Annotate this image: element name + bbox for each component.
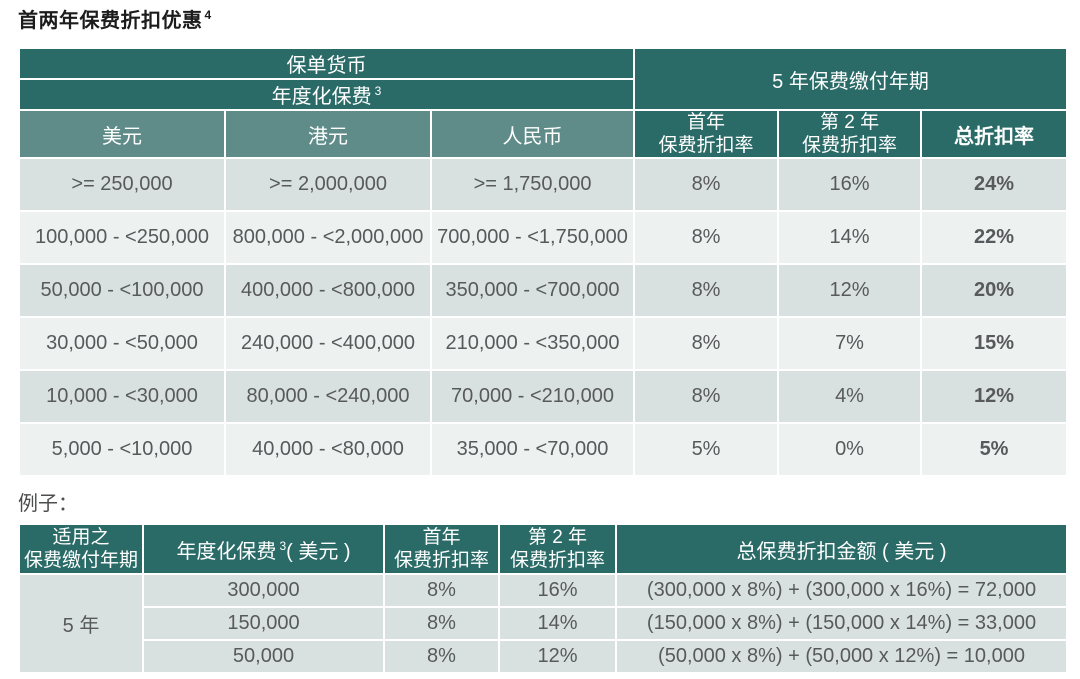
second-year-rate-cell: 12%	[498, 639, 617, 674]
example-table: 适用之 保费缴付年期 年度化保费 3( 美元 ) 首年 保费折扣率 第 2 年保费折扣…	[18, 523, 1068, 674]
rmb-range-cell: 210,000 - <350,000	[429, 316, 636, 372]
usd-column-header: 美元	[18, 108, 226, 160]
first-year-rate-cell: 8%	[633, 210, 780, 266]
example-label: 例子：	[18, 493, 78, 515]
first-year-rate-cell: 8%	[383, 606, 500, 641]
usd-range-cell: 30,000 - <50,000	[18, 316, 226, 372]
annualized-premium-usd-header: 年度化保费 3( 美元 )	[142, 523, 385, 575]
table-row: 50,000 8% 12% (50,000 x 8%) + (50,000 x …	[19, 639, 1068, 674]
usd-range-cell: >= 250,000	[18, 157, 226, 213]
table-row: 100,000 - <250,000 800,000 - <2,000,000 …	[18, 210, 1069, 266]
annualized-premium-label: 年度化保费	[176, 540, 277, 563]
page-title: 首两年保费折扣优惠 4	[18, 4, 212, 33]
hkd-range-cell: 400,000 - <800,000	[224, 263, 432, 319]
rmb-range-cell: 350,000 - <700,000	[429, 263, 636, 319]
usd-range-cell: 5,000 - <10,000	[18, 422, 226, 478]
usd-range-cell: 100,000 - <250,000	[18, 210, 226, 266]
table-row: 保单货币 5 年保费缴付年期	[17, 47, 1069, 111]
formula-cell: (50,000 x 8%) + (50,000 x 12%) = 10,000	[615, 639, 1068, 674]
formula-cell: (300,000 x 8%) + (300,000 x 16%) = 72,00…	[615, 573, 1068, 608]
table-row: 5 年 300,000 8% 16% (300,000 x 8%) + (300…	[18, 573, 1068, 674]
second-year-rate-line2: 保费折扣率	[509, 550, 605, 571]
applicable-term-header: 适用之 保费缴付年期	[18, 523, 144, 575]
total-rate-header: 总折扣率	[920, 108, 1069, 160]
table-row: 美元 港元 人民币 首年 保费折扣率 第 2 年保费折扣率 总折扣率	[18, 108, 1069, 160]
table-row: 适用之 保费缴付年期 年度化保费 3( 美元 ) 首年 保费折扣率 第 2 年保费折扣…	[18, 523, 1068, 575]
table-row: 年度化保费 3	[17, 78, 1067, 111]
first-year-rate-cell: 5%	[633, 422, 780, 478]
first-year-rate-line2: 保费折扣率	[658, 135, 754, 157]
total-rate-cell: 15%	[920, 316, 1069, 372]
annualized-premium-label: 年度化保费	[271, 86, 372, 108]
page-title-footnote: 4	[204, 8, 212, 23]
applicable-term-line1: 适用之	[52, 526, 110, 548]
second-year-rate-cell: 7%	[777, 316, 923, 372]
hkd-range-cell: 240,000 - <400,000	[224, 316, 432, 372]
table-row: >= 250,000 >= 2,000,000 >= 1,750,000 8% …	[18, 157, 1069, 213]
rmb-column-header: 人民币	[429, 108, 636, 160]
table-row: 50,000 - <100,000 400,000 - <800,000 350…	[18, 263, 1069, 319]
second-year-rate-cell: 14%	[498, 606, 617, 641]
first-year-rate-line1: 首年	[422, 526, 461, 548]
payment-term-cell: 5 年	[18, 573, 144, 674]
table-row: 30,000 - <50,000 240,000 - <400,000 210,…	[18, 316, 1069, 372]
table-row: 150,000 8% 14% (150,000 x 8%) + (150,000…	[19, 606, 1068, 641]
second-year-rate-cell: 0%	[777, 422, 923, 478]
formula-cell: (150,000 x 8%) + (150,000 x 14%) = 33,00…	[615, 606, 1068, 641]
second-year-rate-cell: 16%	[498, 573, 617, 608]
hkd-range-cell: 800,000 - <2,000,000	[224, 210, 432, 266]
hkd-range-cell: >= 2,000,000	[224, 157, 432, 213]
second-year-rate-cell: 4%	[777, 369, 923, 425]
first-year-rate-cell: 8%	[633, 369, 780, 425]
usd-range-cell: 50,000 - <100,000	[18, 263, 226, 319]
first-year-rate-cell: 8%	[633, 263, 780, 319]
total-rate-cell: 24%	[920, 157, 1069, 213]
first-year-rate-cell: 8%	[383, 573, 500, 608]
second-year-rate-cell: 14%	[777, 210, 923, 266]
second-year-rate-line2: 保费折扣率	[802, 135, 898, 157]
policy-currency-header: 保单货币	[17, 47, 636, 80]
premium-cell: 300,000	[142, 573, 385, 608]
hkd-column-header: 港元	[224, 108, 432, 160]
second-year-rate-header: 第 2 年保费折扣率	[777, 108, 923, 160]
first-year-rate-line1: 首年	[687, 112, 726, 133]
annualized-premium-suffix: ( 美元 )	[286, 540, 351, 563]
rmb-range-cell: 700,000 - <1,750,000	[429, 210, 636, 266]
rmb-range-cell: 35,000 - <70,000	[429, 422, 636, 478]
second-year-rate-line1: 第 2 年	[527, 526, 588, 548]
premium-cell: 50,000	[142, 639, 385, 674]
page-title-text: 首两年保费折扣优惠	[18, 10, 203, 32]
second-year-rate-cell: 12%	[777, 263, 923, 319]
annualized-premium-footnote: 3	[374, 84, 382, 99]
total-rate-cell: 12%	[920, 369, 1069, 425]
rmb-range-cell: 70,000 - <210,000	[429, 369, 636, 425]
first-year-rate-cell: 8%	[633, 157, 780, 213]
usd-range-cell: 10,000 - <30,000	[18, 369, 226, 425]
rmb-range-cell: >= 1,750,000	[429, 157, 636, 213]
first-year-rate-cell: 8%	[633, 316, 780, 372]
second-year-rate-header: 第 2 年保费折扣率	[498, 523, 617, 575]
table-row: 5,000 - <10,000 40,000 - <80,000 35,000 …	[18, 422, 1069, 478]
hkd-range-cell: 80,000 - <240,000	[224, 369, 432, 425]
discount-tier-table: 保单货币 5 年保费缴付年期 年度化保费 3 美元 港元 人民币 首年 保费折扣率 …	[17, 47, 1069, 478]
second-year-rate-cell: 16%	[777, 157, 923, 213]
first-year-rate-header: 首年 保费折扣率	[383, 523, 500, 575]
annualized-premium-footnote: 3	[279, 538, 287, 553]
second-year-rate-line1: 第 2 年	[819, 112, 880, 133]
first-year-rate-header: 首年 保费折扣率	[633, 108, 780, 160]
hkd-range-cell: 40,000 - <80,000	[224, 422, 432, 478]
total-rate-cell: 5%	[920, 422, 1069, 478]
premium-cell: 150,000	[142, 606, 385, 641]
payment-term-header: 5 年保费缴付年期	[633, 47, 1069, 111]
first-year-rate-cell: 8%	[383, 639, 500, 674]
total-rate-cell: 20%	[920, 263, 1069, 319]
first-year-rate-line2: 保费折扣率	[393, 550, 489, 571]
total-rate-cell: 22%	[920, 210, 1069, 266]
table-row: 10,000 - <30,000 80,000 - <240,000 70,00…	[18, 369, 1069, 425]
applicable-term-line2: 保费缴付年期	[23, 550, 138, 571]
annualized-premium-header: 年度化保费 3	[17, 78, 636, 111]
total-discount-amount-header: 总保费折扣金额 ( 美元 )	[615, 523, 1068, 575]
